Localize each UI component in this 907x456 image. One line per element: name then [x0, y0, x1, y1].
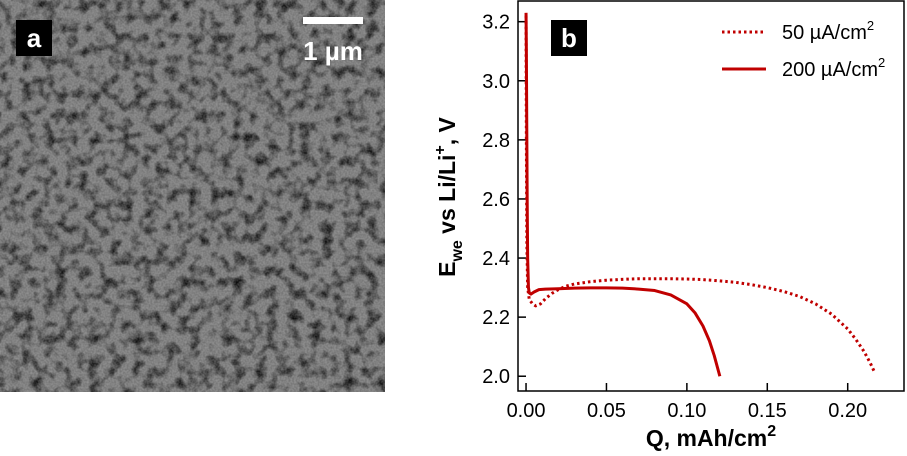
- x-tick-label: 0.00: [507, 400, 546, 422]
- y-axis: 2.0 2.2 2.4 2.6 2.8 3.0 3.2: [482, 12, 526, 388]
- sem-grain-texture: [0, 0, 385, 392]
- y-tick-label: 2.0: [482, 366, 510, 388]
- panel-b: b 0.00 0.05 0.10 0.15 0.20 2.0 2.2 2.4 2.6 2.8 3.…: [432, 0, 905, 451]
- x-tick-label: 0.20: [828, 400, 867, 422]
- plot-frame: [517, 0, 905, 392]
- panel-b-badge: b: [561, 23, 577, 53]
- panel-a-badge: a: [27, 23, 42, 53]
- x-tick-label: 0.15: [748, 400, 787, 422]
- x-axis-label: Q, mAh/cm2: [646, 423, 776, 451]
- y-axis-label: Ewe vs Li/Li+, V: [432, 116, 466, 276]
- y-tick-label: 2.4: [482, 248, 510, 270]
- legend-label-50: 50 µA/cm2: [782, 18, 874, 44]
- panel-a-badge-bg: [16, 20, 52, 56]
- y-tick-label: 2.6: [482, 189, 510, 211]
- series-line-200: [524, 12, 722, 377]
- scale-bar: [303, 17, 363, 24]
- legend: 50 µA/cm2 200 µA/cm2: [722, 18, 885, 81]
- series-layer: [524, 12, 877, 377]
- y-tick-label: 2.8: [482, 130, 510, 152]
- y-tick-label: 3.2: [482, 12, 510, 34]
- legend-label-200: 200 µA/cm2: [782, 55, 885, 81]
- x-tick-label: 0.10: [667, 400, 706, 422]
- panel-a: a 1 µm: [0, 0, 385, 392]
- x-tick-label: 0.05: [587, 400, 626, 422]
- panel-b-badge-bg: [551, 20, 587, 56]
- x-axis: 0.00 0.05 0.10 0.15 0.20: [507, 383, 867, 422]
- y-tick-label: 3.0: [482, 71, 510, 93]
- scale-bar-label: 1 µm: [303, 36, 363, 66]
- y-tick-label: 2.2: [482, 307, 510, 329]
